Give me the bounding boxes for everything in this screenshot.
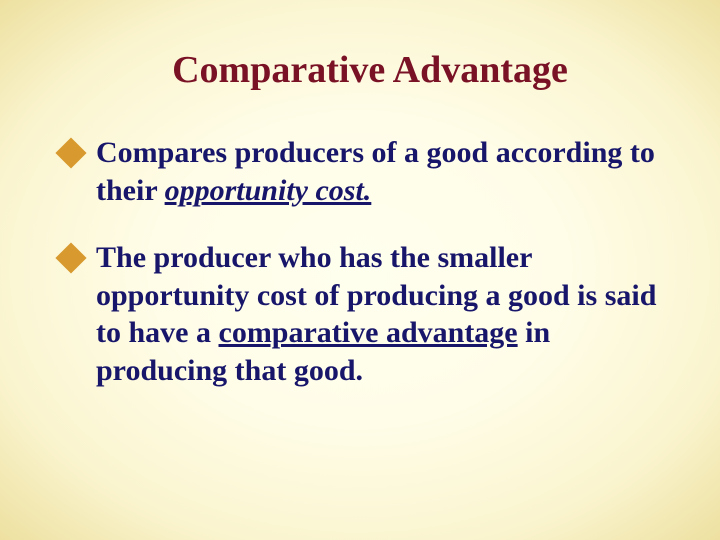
bullet-list: Compares producers of a good according t…: [56, 134, 664, 389]
bullet-text: The producer who has the smaller opportu…: [96, 241, 656, 387]
slide: Comparative Advantage Compares producers…: [0, 0, 720, 540]
slide-title: Comparative Advantage: [76, 48, 664, 92]
diamond-bullet-icon: [55, 137, 86, 168]
diamond-bullet-icon: [55, 242, 86, 273]
bullet-item: Compares producers of a good according t…: [56, 134, 664, 209]
bullet-item: The producer who has the smaller opportu…: [56, 239, 664, 389]
bullet-text: Compares producers of a good according t…: [96, 136, 655, 207]
